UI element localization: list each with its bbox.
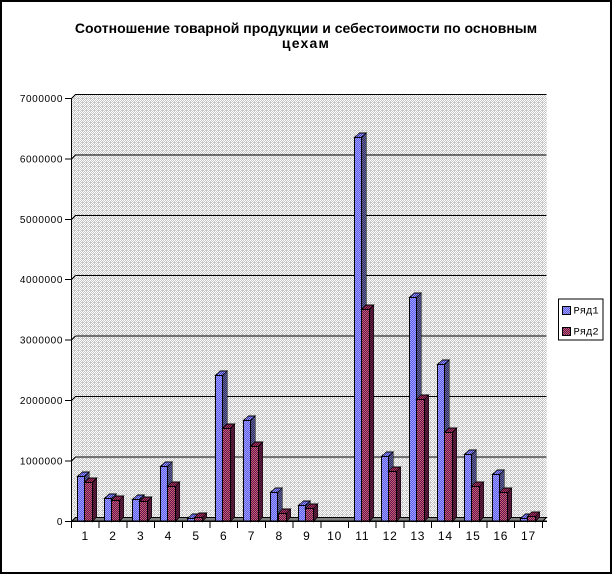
svg-text:0: 0 bbox=[57, 517, 63, 528]
svg-text:2000000: 2000000 bbox=[20, 396, 63, 407]
svg-text:14: 14 bbox=[438, 529, 453, 543]
svg-text:11: 11 bbox=[355, 529, 369, 543]
svg-text:3: 3 bbox=[137, 529, 144, 543]
svg-text:12: 12 bbox=[383, 529, 398, 543]
svg-text:7000000: 7000000 bbox=[20, 94, 63, 105]
svg-text:цехам: цехам bbox=[282, 35, 330, 51]
svg-text:9: 9 bbox=[303, 529, 310, 543]
svg-text:Соотношение товарной продукции: Соотношение товарной продукции и себесто… bbox=[75, 20, 537, 36]
svg-text:3000000: 3000000 bbox=[20, 336, 63, 347]
svg-text:5: 5 bbox=[192, 529, 199, 543]
svg-text:13: 13 bbox=[410, 529, 425, 543]
svg-text:1000000: 1000000 bbox=[20, 456, 63, 467]
svg-text:17: 17 bbox=[521, 529, 536, 543]
svg-text:5000000: 5000000 bbox=[20, 215, 63, 226]
svg-text:15: 15 bbox=[466, 529, 481, 543]
svg-text:Ряд1: Ряд1 bbox=[574, 306, 599, 318]
svg-text:6000000: 6000000 bbox=[20, 154, 63, 165]
svg-text:4: 4 bbox=[165, 529, 172, 543]
svg-text:6: 6 bbox=[220, 529, 227, 543]
svg-text:2: 2 bbox=[109, 529, 116, 543]
svg-text:10: 10 bbox=[327, 529, 342, 543]
svg-text:16: 16 bbox=[493, 529, 508, 543]
svg-text:4000000: 4000000 bbox=[20, 275, 63, 286]
svg-text:1: 1 bbox=[82, 529, 89, 543]
svg-text:7: 7 bbox=[248, 529, 255, 543]
svg-text:8: 8 bbox=[275, 529, 282, 543]
svg-text:Ряд2: Ряд2 bbox=[574, 327, 599, 339]
